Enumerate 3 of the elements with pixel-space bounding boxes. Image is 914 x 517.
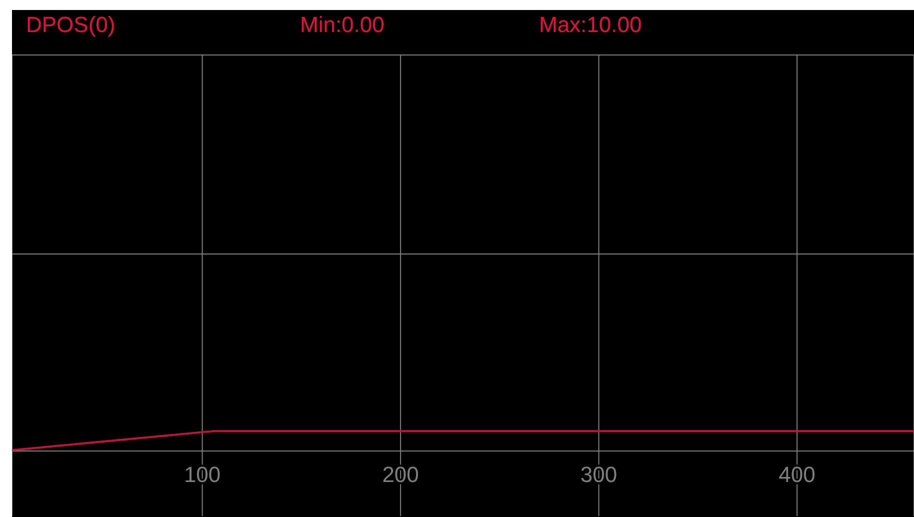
text: Max:10.00 xyxy=(539,12,642,38)
chart-title: DPOS(0) xyxy=(26,12,116,38)
text: Min:0.00 xyxy=(300,12,384,38)
